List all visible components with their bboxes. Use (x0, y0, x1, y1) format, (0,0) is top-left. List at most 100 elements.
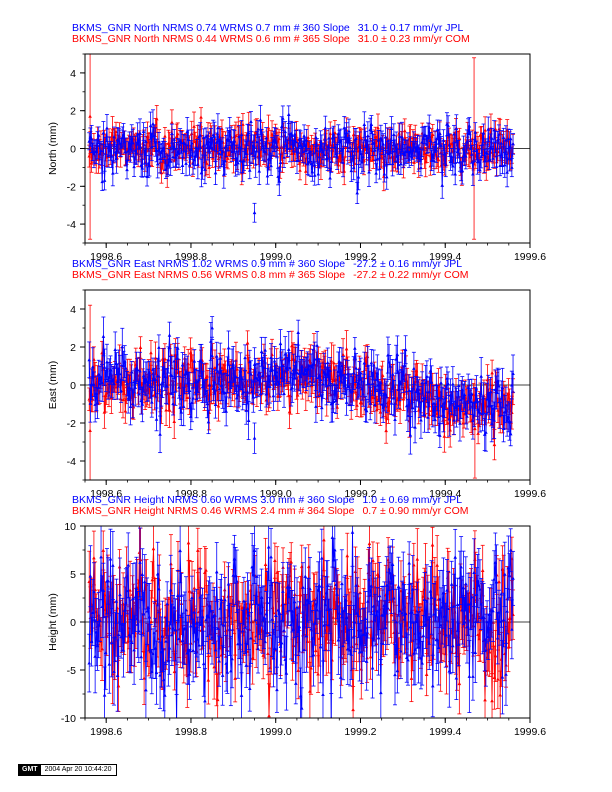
data-point (377, 157, 382, 180)
data-point (437, 119, 442, 148)
data-point (101, 121, 106, 145)
data-point (509, 157, 514, 178)
data-point (472, 139, 477, 162)
point-marker (296, 150, 300, 154)
data-point (396, 122, 401, 145)
point-marker (361, 154, 365, 159)
panel-title-jpl: BKMS_GNR North NRMS 0.74 WRMS 0.7 mm # 3… (72, 22, 463, 34)
data-point (168, 146, 173, 176)
data-point (376, 130, 381, 151)
data-point (256, 120, 261, 138)
point-marker (497, 132, 501, 136)
data-point (199, 107, 204, 128)
point-marker (265, 173, 270, 178)
data-point (486, 116, 491, 142)
point-marker (242, 158, 246, 163)
point-marker (175, 131, 180, 136)
point-marker (478, 168, 482, 172)
point-marker (96, 133, 101, 137)
y-tick-label: -4 (67, 219, 76, 231)
x-tick-label: 1999.2 (344, 251, 376, 263)
point-marker (491, 156, 495, 160)
data-point (103, 136, 108, 155)
point-marker (402, 128, 407, 133)
point-marker (447, 143, 452, 147)
point-marker (149, 350, 153, 355)
point-marker (198, 133, 203, 137)
point-marker (511, 141, 515, 146)
point-marker (384, 174, 389, 179)
point-marker (374, 171, 378, 175)
point-marker (291, 148, 296, 153)
data-point (248, 111, 253, 133)
x-tick-label: 1999.6 (514, 251, 546, 263)
data-point (112, 126, 117, 148)
data-point (212, 121, 217, 151)
data-point (269, 155, 274, 176)
x-tick-label: 1999.0 (260, 251, 292, 263)
point-marker (134, 151, 139, 155)
point-marker (485, 151, 489, 155)
point-marker (356, 175, 361, 179)
point-marker (380, 373, 385, 377)
point-marker (457, 136, 462, 140)
point-marker (132, 164, 136, 169)
point-marker (213, 365, 217, 370)
point-marker (123, 409, 128, 413)
point-marker (203, 167, 207, 171)
data-point (291, 139, 296, 162)
point-marker (412, 160, 416, 164)
data-point (201, 128, 206, 147)
data-point (456, 139, 461, 159)
point-marker (507, 156, 512, 161)
point-marker (392, 132, 396, 137)
data-point (505, 157, 510, 188)
point-marker (277, 136, 281, 141)
data-point (140, 158, 145, 178)
data-point (159, 142, 164, 163)
point-marker (506, 136, 511, 141)
point-marker (438, 131, 442, 136)
point-marker (207, 150, 212, 154)
point-marker (218, 137, 223, 141)
data-point (383, 123, 388, 151)
data-point (150, 109, 155, 139)
point-marker (446, 123, 450, 127)
point-marker (168, 159, 173, 163)
point-marker (236, 160, 240, 165)
data-point (141, 122, 146, 141)
data-point (454, 114, 459, 143)
point-marker (216, 404, 221, 408)
point-marker (306, 380, 310, 385)
point-marker (329, 359, 334, 363)
point-marker (434, 148, 439, 152)
point-marker (328, 176, 332, 180)
point-marker (195, 136, 200, 140)
point-marker (304, 390, 308, 394)
data-point (349, 159, 354, 182)
data-point (138, 118, 143, 148)
data-point (266, 147, 271, 171)
point-marker (172, 419, 177, 424)
point-marker (288, 393, 293, 398)
y-tick-label: -2 (67, 181, 76, 193)
point-marker (241, 122, 245, 126)
point-marker (348, 145, 352, 149)
point-marker (121, 397, 125, 402)
point-marker (452, 132, 456, 136)
point-marker (376, 138, 381, 142)
point-marker (283, 129, 288, 134)
data-point (303, 157, 308, 185)
data-point (315, 138, 320, 163)
point-marker (369, 122, 374, 126)
point-marker (301, 149, 305, 154)
data-point (96, 126, 101, 145)
point-marker (275, 144, 279, 149)
point-marker (355, 403, 359, 407)
point-marker (397, 134, 402, 138)
point-marker (471, 172, 475, 176)
data-point (369, 115, 374, 134)
point-marker (436, 157, 441, 162)
data-point (236, 116, 241, 136)
point-marker (201, 135, 206, 139)
